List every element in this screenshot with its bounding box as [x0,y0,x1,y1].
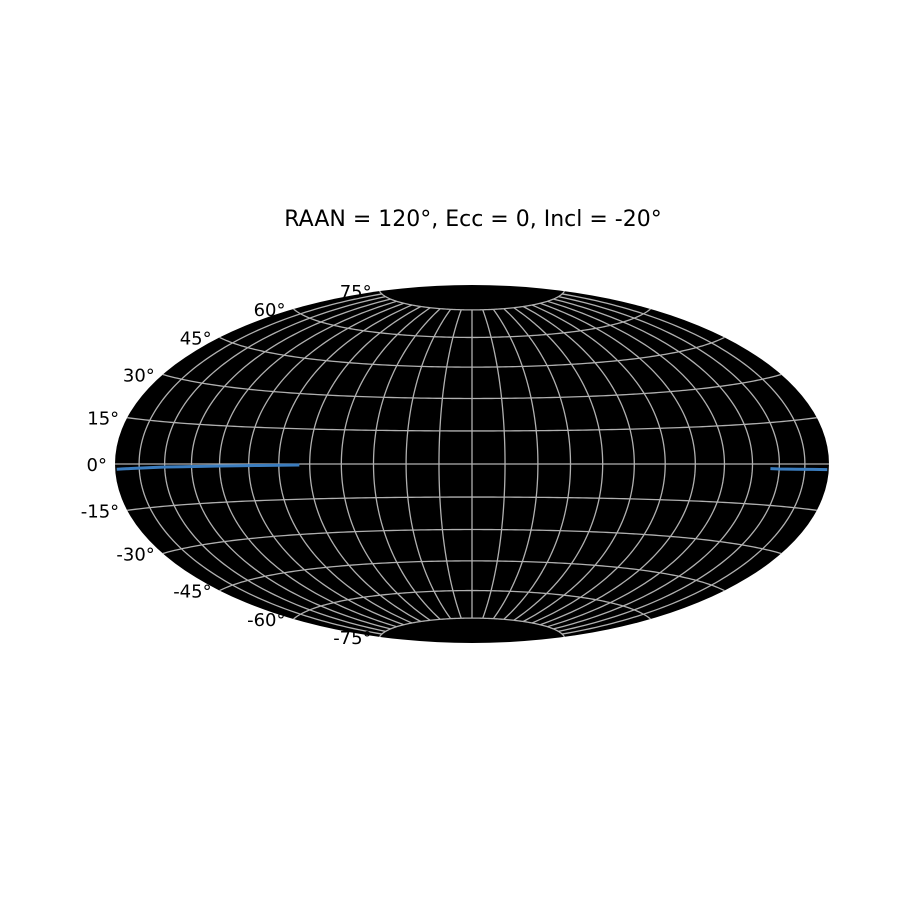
parallel-line-60 [293,308,651,339]
parallel-line-45 [219,336,725,368]
parallel-line-m15 [127,496,817,511]
orbit-track-segment [116,463,300,471]
parallel-line-m45 [219,560,725,592]
parallel-line-m60 [293,589,651,620]
lat-tick-label: 30° [123,366,155,387]
lat-tick-label: -45° [173,582,211,603]
parallel-line-15 [127,417,817,432]
parallel-line-75 [379,290,565,311]
orbit-track-segment [770,467,828,472]
hammer-map-area: 75° 60° 45° 30° 15° 0° -15° -30° -45° -60° -75° [81,282,829,649]
lat-tick-label: 60° [254,300,286,321]
parallel-line-m75 [379,617,565,638]
chart-title: RAAN = 120°, Ecc = 0, Incl = -20° [284,207,661,232]
lat-tick-label: -60° [247,610,285,631]
lat-tick-label: -75° [333,628,371,649]
parallel-line-m30 [162,528,782,555]
lat-tick-label: -30° [116,545,154,566]
lat-tick-label: 15° [87,409,119,430]
lat-tick-label: 0° [87,455,107,476]
lat-tick-label: 75° [340,282,372,303]
lat-tick-label: 45° [180,328,212,349]
parallel-line-30 [162,373,782,400]
lat-tick-label: -15° [81,501,119,522]
